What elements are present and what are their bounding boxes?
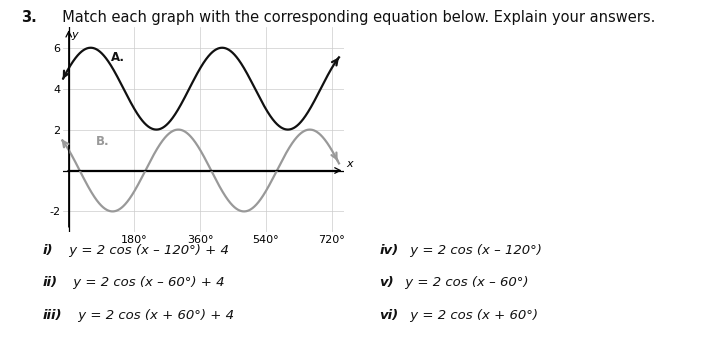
Text: v): v) [380,276,394,289]
Text: i): i) [42,244,53,257]
Text: y = 2 cos (x + 60°) + 4: y = 2 cos (x + 60°) + 4 [74,309,234,322]
Text: y = 2 cos (x – 60°) + 4: y = 2 cos (x – 60°) + 4 [69,276,224,289]
Text: A.: A. [111,51,124,64]
Text: vi): vi) [380,309,399,322]
Text: y = 2 cos (x – 60°): y = 2 cos (x – 60°) [401,276,528,289]
Text: iii): iii) [42,309,62,322]
Text: y = 2 cos (x – 120°) + 4: y = 2 cos (x – 120°) + 4 [65,244,228,257]
Text: B.: B. [96,135,110,148]
Text: y = 2 cos (x – 120°): y = 2 cos (x – 120°) [406,244,542,257]
Text: $y$: $y$ [70,30,79,42]
Text: iv): iv) [380,244,399,257]
Text: ii): ii) [42,276,57,289]
Text: $x$: $x$ [347,160,355,169]
Text: 3.: 3. [21,10,37,25]
Text: Match each graph with the corresponding equation below. Explain your answers.: Match each graph with the corresponding … [53,10,655,25]
Text: y = 2 cos (x + 60°): y = 2 cos (x + 60°) [406,309,538,322]
